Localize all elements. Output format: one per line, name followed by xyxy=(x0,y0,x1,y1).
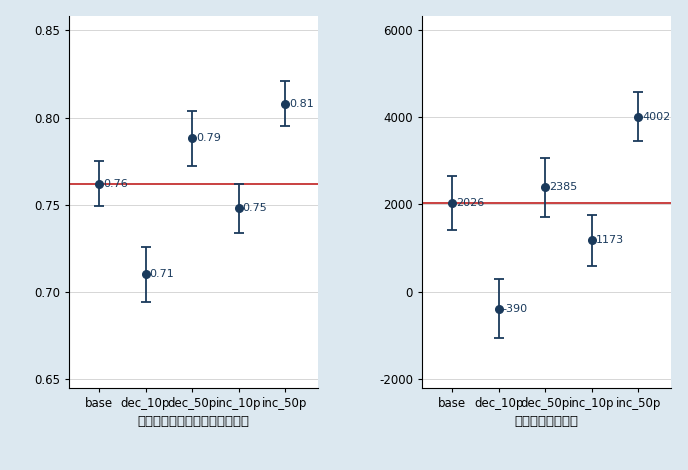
Text: 2026: 2026 xyxy=(456,198,485,208)
Text: -390: -390 xyxy=(503,304,528,313)
Text: 1173: 1173 xyxy=(596,235,624,245)
Text: 0.79: 0.79 xyxy=(196,133,221,143)
Text: 4002: 4002 xyxy=(643,112,671,122)
X-axis label: 無料提供時に接種する（割合）: 無料提供時に接種する（割合） xyxy=(137,415,249,428)
Text: 0.76: 0.76 xyxy=(103,179,128,189)
Text: 0.81: 0.81 xyxy=(289,99,314,109)
Text: 0.71: 0.71 xyxy=(150,269,175,280)
Text: 2385: 2385 xyxy=(550,182,578,193)
X-axis label: 支払意思額（円）: 支払意思額（円） xyxy=(515,415,579,428)
Text: 0.75: 0.75 xyxy=(243,203,268,213)
